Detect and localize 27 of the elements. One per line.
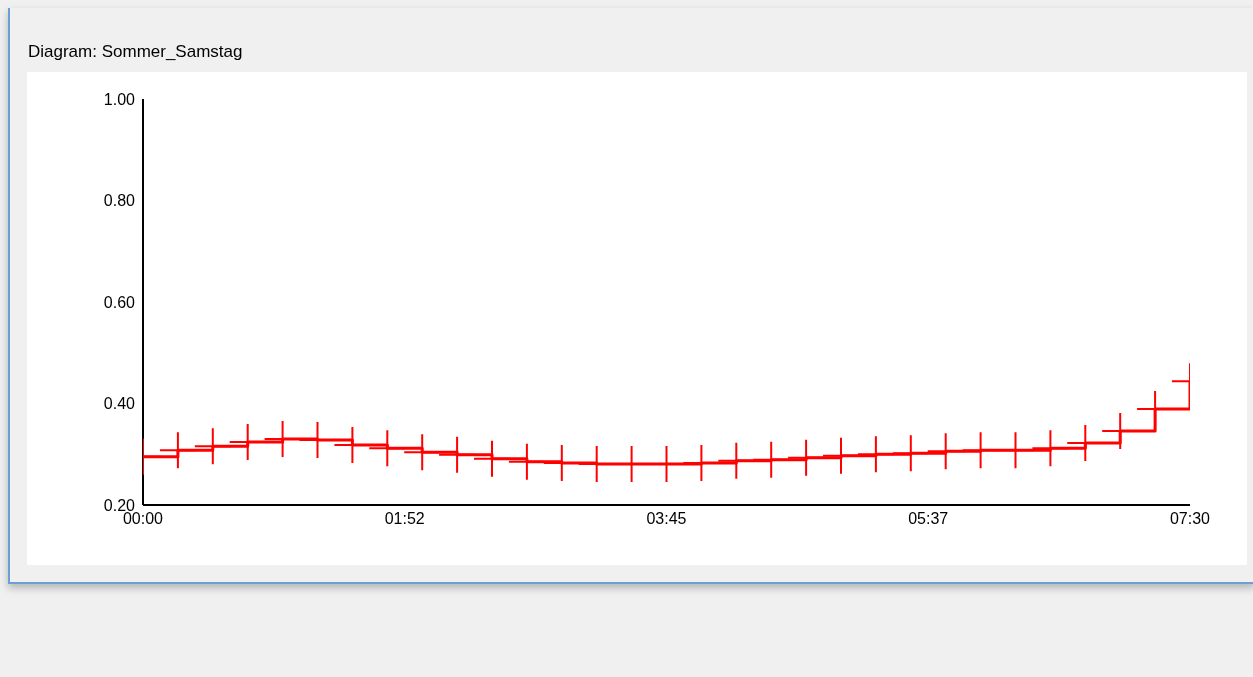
y-tick-label: 1.00	[103, 90, 136, 108]
x-tick-label: 00:00	[122, 510, 164, 528]
point	[892, 435, 929, 472]
point	[788, 439, 825, 476]
point	[194, 428, 231, 465]
x-tick-label: 03:45	[646, 510, 687, 528]
point	[997, 432, 1034, 469]
point	[857, 436, 894, 473]
point	[823, 437, 859, 474]
point	[508, 443, 545, 480]
point	[962, 432, 999, 469]
point	[718, 442, 755, 479]
point	[159, 432, 196, 469]
point	[404, 434, 441, 471]
y-tick-label: 0.60	[103, 293, 136, 311]
point	[1032, 430, 1069, 467]
point	[753, 441, 790, 478]
chart-title: Diagram: Sommer_Samstag	[28, 42, 243, 62]
point	[439, 436, 476, 473]
point	[369, 430, 406, 467]
y-tick-label: 0.80	[103, 192, 136, 210]
x-tick-label: 01:52	[384, 510, 425, 528]
x-tick-label: 05:37	[908, 510, 949, 528]
x-tick-label: 07:30	[1169, 510, 1211, 528]
point	[927, 433, 964, 470]
point	[474, 440, 510, 477]
y-tick-label: 0.40	[103, 395, 136, 413]
